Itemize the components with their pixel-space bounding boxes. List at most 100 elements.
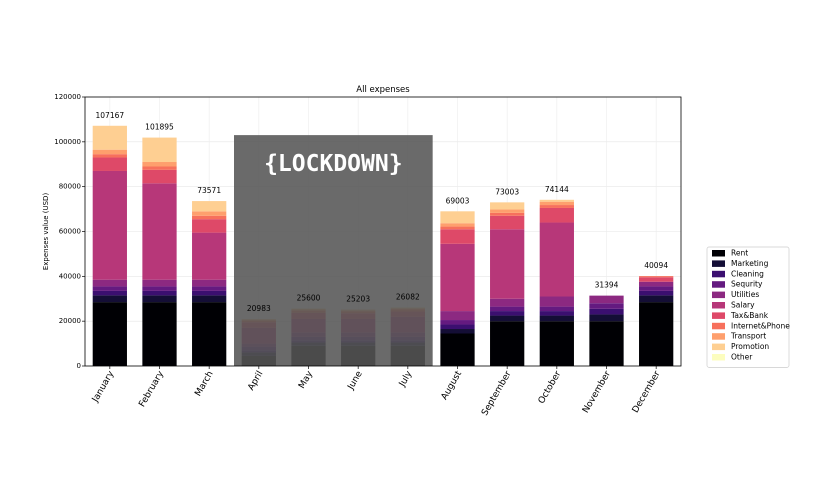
legend-label-sequrity: Sequrity bbox=[731, 280, 763, 289]
x-axis-ticks: January February March April May June July Augu… bbox=[90, 366, 663, 418]
bar-segment-internet-phone-february bbox=[142, 166, 177, 170]
data-label-april: 20983 bbox=[247, 304, 271, 313]
legend-swatch-utilities bbox=[712, 291, 725, 299]
legend-label-cleaning: Cleaning bbox=[731, 269, 764, 278]
legend-swatch-promotion bbox=[712, 343, 725, 351]
legend-swatch-internet-phone bbox=[712, 322, 725, 330]
bar-segment-rent-january bbox=[92, 302, 127, 366]
data-label-october: 74144 bbox=[545, 185, 569, 194]
bar-segment-internet-phone-december bbox=[639, 276, 674, 278]
bar-segment-rent-november bbox=[589, 321, 624, 366]
bar-segment-utilities-december bbox=[639, 281, 674, 287]
x-tick-label-march: March bbox=[193, 370, 215, 399]
legend-swatch-salary bbox=[712, 302, 725, 309]
x-tick-label-december: December bbox=[631, 369, 663, 415]
bar-segment-cleaning-november bbox=[589, 308, 624, 315]
data-label-may: 25600 bbox=[297, 294, 321, 303]
data-label-july: 26082 bbox=[396, 293, 420, 302]
lockdown-overlay: {LOCKDOWN} bbox=[234, 135, 433, 366]
x-tick-label-april: April bbox=[246, 370, 265, 393]
legend-swatch-cleaning bbox=[712, 270, 725, 278]
bar-segment-cleaning-january bbox=[92, 290, 127, 296]
lockdown-label: {LOCKDOWN} bbox=[264, 151, 402, 177]
bar-segment-sequrity-august bbox=[440, 320, 475, 325]
legend-swatch-tax-bank bbox=[712, 312, 725, 319]
bar-segment-sequrity-january bbox=[92, 286, 127, 291]
legend-label-internet-phone: Internet&Phone bbox=[731, 321, 790, 330]
bar-segment-utilities-october bbox=[539, 296, 574, 307]
bar-segment-sequrity-november bbox=[589, 303, 624, 309]
legend-swatch-other bbox=[712, 354, 725, 361]
y-tick-label: 120000 bbox=[54, 93, 81, 101]
bar-segment-marketing-september bbox=[490, 315, 525, 322]
bar-segment-rent-october bbox=[539, 321, 574, 366]
data-label-november: 31394 bbox=[595, 281, 619, 290]
x-tick-label-october: October bbox=[537, 369, 564, 405]
legend-swatch-sequrity bbox=[712, 281, 725, 288]
x-tick-label-february: February bbox=[137, 369, 166, 409]
bar-segment-promotion-august bbox=[440, 211, 475, 224]
legend-label-other: Other bbox=[731, 353, 753, 362]
y-tick-label: 60000 bbox=[59, 228, 81, 236]
bar-segment-sequrity-september bbox=[490, 306, 525, 312]
legend-label-salary: Salary bbox=[731, 301, 755, 310]
y-axis-label: Expenses value (USD) bbox=[42, 193, 50, 271]
bar-segment-rent-february bbox=[142, 302, 177, 366]
y-tick-label: 20000 bbox=[59, 317, 81, 325]
legend-swatch-transport bbox=[712, 333, 725, 340]
bar-segment-promotion-january bbox=[92, 125, 127, 150]
bar-segment-marketing-january bbox=[92, 295, 127, 303]
bar-segment-transport-september bbox=[490, 209, 525, 213]
data-labels: 107167 101895 73571 20983 25600 25203 26082 690… bbox=[96, 111, 669, 313]
bar-segment-utilities-february bbox=[142, 279, 177, 287]
bar-segment-rent-august bbox=[440, 333, 475, 366]
x-tick-label-september: September bbox=[480, 369, 514, 417]
bar-segment-sequrity-march bbox=[192, 286, 227, 291]
data-label-march: 73571 bbox=[197, 186, 221, 195]
legend-label-rent: Rent bbox=[731, 249, 748, 258]
x-tick-label-july: July bbox=[397, 369, 415, 389]
legend-label-utilities: Utilities bbox=[731, 290, 759, 299]
bar-segment-salary-september bbox=[490, 229, 525, 299]
bar-segment-tax-bank-february bbox=[142, 169, 177, 184]
bar-segment-tax-bank-august bbox=[440, 229, 475, 244]
bar-segment-rent-march bbox=[192, 302, 227, 366]
bar-segment-marketing-august bbox=[440, 329, 475, 334]
bar-segment-internet-phone-august bbox=[440, 226, 475, 230]
bar-segment-cleaning-september bbox=[490, 311, 525, 316]
bar-segment-internet-phone-march bbox=[192, 215, 227, 220]
data-label-december: 40094 bbox=[644, 261, 668, 270]
bar-segment-tax-bank-september bbox=[490, 215, 525, 230]
bar-segment-marketing-december bbox=[639, 295, 674, 303]
data-label-february: 101895 bbox=[145, 123, 174, 132]
data-label-september: 73003 bbox=[495, 187, 519, 196]
legend-label-promotion: Promotion bbox=[731, 342, 769, 351]
legend-swatch-rent bbox=[712, 250, 725, 257]
bar-segment-marketing-november bbox=[589, 314, 624, 322]
bar-segment-marketing-october bbox=[539, 315, 574, 322]
data-label-january: 107167 bbox=[96, 111, 125, 120]
bar-segment-internet-phone-january bbox=[92, 154, 127, 158]
bar-segment-internet-phone-september bbox=[490, 212, 525, 216]
bar-segment-marketing-february bbox=[142, 295, 177, 303]
bar-segment-sequrity-december bbox=[639, 286, 674, 291]
bar-segment-promotion-october bbox=[539, 199, 574, 202]
bar-segment-cleaning-october bbox=[539, 311, 574, 316]
legend-label-transport: Transport bbox=[730, 332, 766, 341]
x-tick-label-august: August bbox=[440, 369, 465, 402]
bar-segment-cleaning-august bbox=[440, 324, 475, 330]
bar-segment-salary-february bbox=[142, 183, 177, 280]
bar-segment-transport-january bbox=[92, 149, 127, 155]
data-label-august: 69003 bbox=[446, 196, 470, 205]
bar-segment-sequrity-october bbox=[539, 306, 574, 312]
y-tick-label: 0 bbox=[77, 362, 81, 370]
bar-segment-salary-january bbox=[92, 170, 127, 280]
x-tick-label-may: May bbox=[297, 369, 315, 391]
bar-segment-rent-december bbox=[639, 302, 674, 366]
bar-segment-salary-august bbox=[440, 243, 475, 312]
bar-segment-tax-bank-january bbox=[92, 157, 127, 171]
x-tick-label-june: June bbox=[346, 369, 365, 392]
x-tick-label-november: November bbox=[581, 369, 613, 415]
bar-segment-tax-bank-march bbox=[192, 219, 227, 233]
